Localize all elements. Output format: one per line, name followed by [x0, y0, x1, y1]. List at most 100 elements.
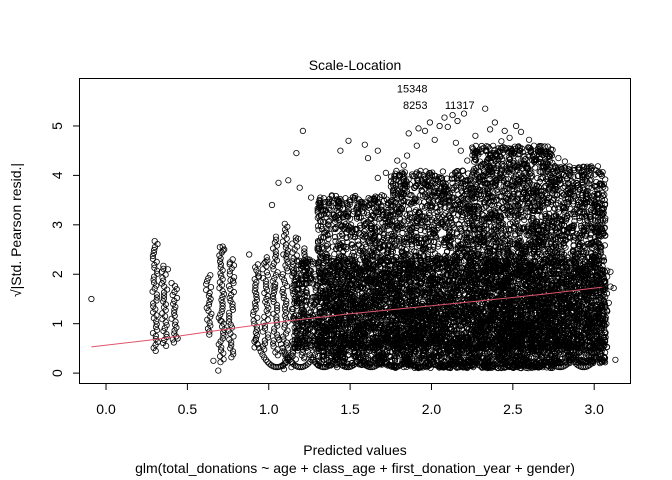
- data-point: [272, 254, 279, 261]
- data-point: [280, 277, 288, 284]
- data-point: [158, 268, 165, 275]
- data-point: [226, 294, 233, 302]
- data-point: [150, 249, 157, 257]
- data-point: [253, 326, 260, 333]
- data-point: [255, 270, 262, 277]
- data-point: [271, 239, 278, 246]
- data-point: [290, 267, 297, 274]
- data-point: [171, 327, 178, 334]
- data-point: [171, 312, 178, 319]
- data-point: [264, 257, 271, 264]
- data-point: [283, 300, 290, 307]
- data-point: [272, 272, 280, 279]
- data-point: [229, 303, 236, 310]
- data-point: [226, 315, 233, 322]
- data-point: [265, 304, 272, 311]
- data-point: [261, 322, 268, 329]
- data-point: [254, 261, 261, 268]
- data-point: [252, 329, 259, 336]
- data-point: [227, 345, 234, 352]
- data-point: [332, 192, 339, 200]
- data-point: [252, 302, 259, 309]
- data-point: [173, 324, 180, 331]
- data-point: [160, 304, 168, 311]
- data-point: [314, 223, 322, 230]
- data-point: [158, 280, 165, 287]
- data-point: [153, 297, 160, 304]
- data-point: [270, 266, 277, 273]
- data-point: [345, 206, 352, 213]
- data-point: [160, 339, 167, 347]
- data-point: [219, 276, 226, 283]
- data-point: [207, 295, 214, 303]
- data-point: [254, 314, 261, 321]
- data-point: [279, 271, 286, 278]
- data-point: [149, 252, 156, 260]
- data-point: [218, 296, 225, 304]
- data-point: [264, 272, 271, 279]
- data-point: [162, 271, 169, 278]
- data-point: [207, 322, 214, 329]
- data-point: [149, 255, 157, 262]
- data-point: [151, 285, 158, 292]
- data-point: [227, 285, 234, 293]
- data-point: [217, 258, 224, 265]
- data-point: [259, 275, 267, 282]
- data-point: [230, 351, 237, 358]
- data-point: [231, 274, 238, 281]
- data-point: [281, 220, 288, 227]
- data-point: [280, 294, 287, 302]
- data-point: [281, 303, 289, 310]
- data-point: [228, 339, 235, 346]
- data-point: [225, 282, 233, 290]
- data-point: [281, 312, 288, 319]
- data-point: [280, 336, 287, 343]
- data-point: [168, 279, 175, 287]
- chart-title: Scale-Location: [309, 57, 402, 73]
- data-point: [263, 269, 270, 276]
- data-point: [217, 261, 224, 268]
- data-point: [160, 327, 167, 335]
- data-point: [263, 307, 270, 314]
- data-point: [281, 279, 289, 287]
- data-point: [171, 321, 179, 328]
- data-point: [260, 319, 267, 326]
- data-point: [263, 301, 271, 308]
- data-point: [250, 311, 257, 318]
- data-point: [272, 251, 280, 258]
- data-point: [252, 284, 259, 292]
- data-point: [270, 295, 277, 303]
- data-point: [230, 262, 238, 269]
- data-point: [207, 272, 214, 279]
- data-point: [219, 299, 226, 306]
- data-point: [220, 332, 227, 339]
- data-point: [218, 308, 225, 315]
- data-point: [301, 248, 308, 255]
- data-point: [220, 356, 227, 363]
- data-point: [219, 243, 226, 250]
- data-point: [217, 311, 224, 318]
- data-point: [160, 298, 167, 305]
- data-point: [262, 298, 269, 305]
- data-point: [279, 238, 286, 245]
- data-point: [271, 286, 278, 294]
- data-point: [294, 243, 301, 250]
- data-point: [163, 322, 170, 329]
- data-point: [261, 340, 269, 347]
- data-point: [153, 291, 160, 298]
- data-point: [229, 256, 236, 263]
- data-point: [273, 304, 281, 311]
- data-point: [153, 321, 160, 328]
- data-point: [172, 318, 179, 325]
- data-point: [283, 265, 290, 272]
- data-point: [253, 290, 260, 298]
- data-point: [264, 334, 272, 341]
- data-point: [253, 279, 260, 286]
- data-point: [219, 335, 226, 342]
- data-point: [173, 294, 181, 302]
- data-point: [379, 243, 386, 250]
- data-point: [205, 301, 212, 308]
- data-point: [282, 229, 290, 236]
- data-point: [289, 353, 296, 360]
